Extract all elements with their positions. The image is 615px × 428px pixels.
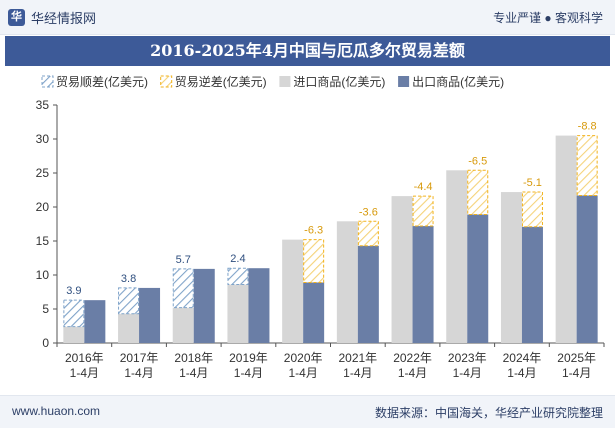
legend-surplus: 贸易顺差(亿美元)	[41, 74, 148, 89]
legend-surplus-label: 贸易顺差(亿美元)	[56, 74, 148, 89]
surplus-data-label: 5.7	[176, 254, 191, 266]
export-bar	[521, 226, 543, 343]
deficit-data-label: -6.5	[468, 155, 487, 167]
chart: 贸易顺差(亿美元) 贸易逆差(亿美元) 进口商品(亿美元) 出口商品(亿美元) 0 5 1…	[36, 74, 605, 380]
deficit-bar	[467, 169, 489, 215]
bars	[63, 135, 598, 343]
deficit-data-label: -5.1	[523, 177, 542, 189]
legend-deficit-swatch	[160, 75, 173, 88]
export-bar	[467, 214, 489, 343]
surplus-data-label: 2.4	[230, 253, 245, 265]
deficit-data-label: -4.4	[414, 181, 433, 193]
brand-name: 华经情报网	[31, 11, 97, 26]
y-tick-label: 0	[42, 336, 49, 350]
y-tick-label: 30	[36, 132, 50, 146]
legend-deficit-label: 贸易逆差(亿美元)	[175, 74, 267, 89]
top-bar: 华 华经情报网 专业严谨 ● 客观科学	[0, 0, 615, 35]
import-bar	[555, 135, 577, 343]
import-bar	[63, 326, 85, 343]
deficit-data-label: -6.3	[304, 225, 323, 237]
footer: www.huaon.com 数据来源：中国海关，华经产业研究院整理	[0, 395, 615, 428]
deficit-data-label: -8.8	[578, 121, 597, 133]
deficit-bar	[357, 220, 379, 247]
export-bar	[357, 245, 379, 343]
legend-deficit: 贸易逆差(亿美元)	[160, 74, 267, 89]
export-bar	[248, 268, 270, 343]
export-bar	[139, 287, 161, 343]
x-tick-label: 2022年 1-4月	[393, 351, 432, 380]
y-tick-label: 10	[36, 268, 50, 282]
deficit-bar	[521, 191, 543, 228]
export-bar	[412, 226, 434, 343]
import-bar	[118, 313, 140, 343]
import-bar	[500, 192, 522, 343]
brand[interactable]: 华 华经情报网	[8, 8, 96, 27]
legend-export: 出口商品(亿美元)	[398, 74, 504, 89]
legend: 贸易顺差(亿美元) 贸易逆差(亿美元) 进口商品(亿美元) 出口商品(亿美元)	[41, 74, 504, 89]
axes: 0 5 10 15 20 25 30 35 2016年 1-4月 2017年 1-4月 2018年 1-4…	[36, 98, 605, 380]
import-bar	[172, 307, 194, 343]
deficit-bar	[303, 239, 325, 283]
surplus-bar	[118, 287, 140, 315]
x-tick-label: 2024年 1-4月	[503, 351, 542, 380]
import-bar	[391, 196, 413, 343]
y-tick-label: 5	[42, 302, 49, 316]
deficit-bar	[576, 135, 598, 196]
x-tick-label: 2020年 1-4月	[284, 351, 323, 380]
export-bar	[193, 268, 215, 343]
footer-url[interactable]: www.huaon.com	[12, 404, 101, 418]
footer-source: 数据来源：中国海关，华经产业研究院整理	[374, 406, 603, 420]
x-tick-label: 2016年 1-4月	[65, 351, 104, 380]
surplus-bar	[63, 299, 85, 328]
export-bar	[84, 300, 106, 343]
x-tick-label: 2018年 1-4月	[174, 351, 213, 380]
surplus-bar	[227, 267, 249, 286]
import-bar	[336, 221, 358, 343]
surplus-bar	[172, 268, 194, 309]
surplus-data-label: 3.8	[121, 273, 136, 285]
tagline: 专业严谨 ● 客观科学	[493, 11, 603, 25]
import-bar	[446, 170, 468, 343]
legend-surplus-swatch	[41, 75, 54, 88]
x-tick-label: 2025年 1-4月	[557, 351, 596, 380]
export-bar	[303, 282, 325, 343]
import-bar	[282, 239, 304, 343]
deficit-data-label: -3.6	[359, 206, 378, 218]
legend-import-label: 进口商品(亿美元)	[293, 74, 385, 89]
export-bar	[576, 195, 598, 343]
logo-icon: 华	[8, 9, 25, 26]
x-tick-label: 2017年 1-4月	[120, 351, 159, 380]
import-bar	[227, 284, 249, 343]
x-tick-label: 2021年 1-4月	[338, 351, 377, 380]
surplus-data-label: 3.9	[66, 285, 81, 297]
deficit-bar	[412, 195, 434, 227]
y-tick-label: 35	[36, 98, 50, 112]
legend-export-label: 出口商品(亿美元)	[412, 74, 504, 89]
y-tick-label: 25	[36, 166, 50, 180]
x-tick-label: 2019年 1-4月	[229, 351, 268, 380]
legend-import: 进口商品(亿美元)	[279, 74, 385, 89]
x-tick-label: 2023年 1-4月	[448, 351, 487, 380]
chart-title: 2016-2025年4月中国与厄瓜多尔贸易差额	[5, 36, 610, 66]
legend-export-swatch	[398, 76, 410, 87]
y-tick-label: 20	[36, 200, 50, 214]
legend-import-swatch	[279, 76, 291, 87]
y-tick-label: 15	[36, 234, 50, 248]
data-labels: 3.9 3.8 5.7 2.4 -6.3 -3.6 -4.4 -6.5 -5.1 -8.8	[66, 121, 596, 298]
